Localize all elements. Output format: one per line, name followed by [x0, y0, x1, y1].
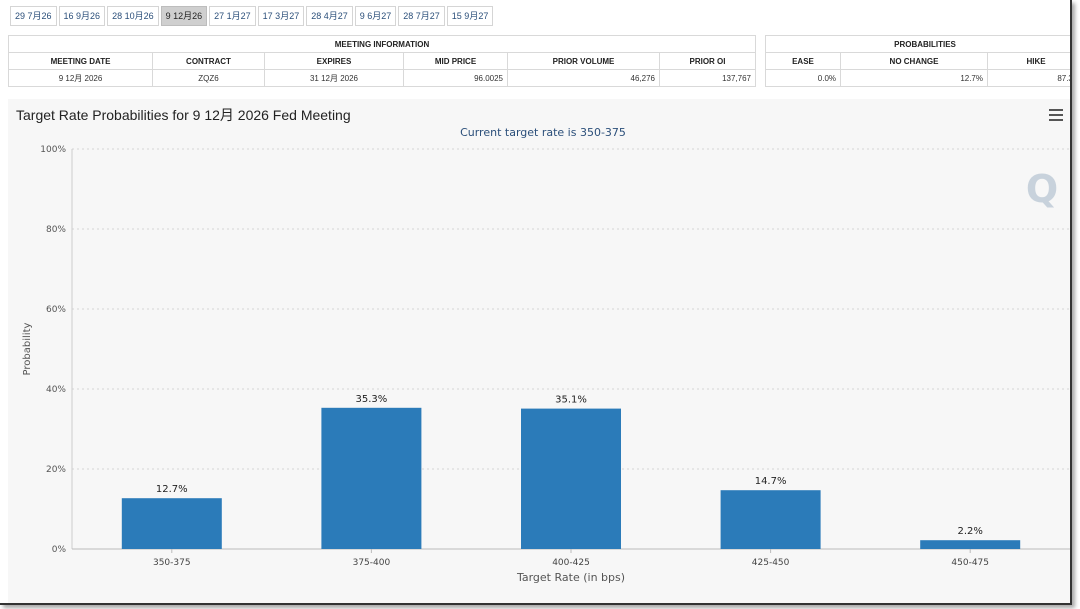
- data-label: 14.7%: [755, 476, 787, 487]
- chart-bar: [920, 540, 1021, 549]
- x-tick-label: 375-400: [353, 558, 391, 568]
- meeting-tab[interactable]: 27 1月27: [209, 6, 256, 26]
- probabilities-table: PROBABILITIES EASE NO CHANGE HIKE 0.0% 1…: [765, 35, 1070, 87]
- col-expires: EXPIRES: [264, 52, 404, 70]
- col-meeting-date: MEETING DATE: [8, 52, 153, 70]
- meeting-tab[interactable]: 9 12月26: [160, 6, 208, 26]
- meeting-tab[interactable]: 28 7月27: [398, 6, 445, 26]
- chart-bar: [121, 498, 222, 549]
- data-label: 2.2%: [957, 526, 982, 537]
- ease-value: 0.0%: [765, 69, 841, 87]
- hamburger-menu-icon[interactable]: [1049, 109, 1063, 121]
- prior-oi-value: 137,767: [659, 69, 756, 87]
- col-no-change: NO CHANGE: [840, 52, 988, 70]
- watermark-logo: Q: [1026, 167, 1058, 211]
- meeting-tab[interactable]: 15 9月27: [446, 6, 494, 26]
- data-label: 35.3%: [356, 394, 388, 405]
- chart-subtitle: Current target rate is 350-375: [460, 126, 626, 139]
- contract-value: ZQZ6: [152, 69, 265, 87]
- x-tick-label: 450-475: [951, 558, 989, 568]
- y-tick-label: 100%: [40, 145, 66, 155]
- x-tick-label: 400-425: [552, 558, 590, 568]
- col-hike: HIKE: [987, 52, 1070, 70]
- y-tick-label: 40%: [46, 385, 66, 395]
- chart-title: Target Rate Probabilities for 9 12月 2026…: [16, 107, 351, 123]
- col-mid-price: MID PRICE: [403, 52, 508, 70]
- col-contract: CONTRACT: [152, 52, 265, 70]
- meeting-tab[interactable]: 17 3月27: [257, 6, 305, 26]
- prior-volume-value: 46,276: [507, 69, 660, 87]
- meeting-tab[interactable]: 28 10月26: [107, 6, 159, 26]
- meeting-tab[interactable]: 28 4月27: [306, 6, 353, 26]
- bar-chart: Q 0% 20% 40% 60% 80% 100% 12.7% 350-375 35.3% 375…: [22, 145, 1070, 584]
- meeting-tab[interactable]: 9 6月27: [354, 6, 397, 26]
- y-tick-label: 60%: [46, 305, 66, 315]
- y-tick-label: 80%: [46, 225, 66, 235]
- y-axis-title: Probability: [22, 322, 33, 375]
- col-prior-oi: PRIOR OI: [659, 52, 756, 70]
- meeting-information-table: MEETING INFORMATION MEETING DATE CONTRAC…: [8, 35, 756, 87]
- meeting-tabs: 29 7月26 16 9月26 28 10月26 9 12月26 27 1月27 17 3…: [10, 6, 495, 26]
- hike-value: 87.3%: [987, 69, 1070, 87]
- meeting-tab[interactable]: 29 7月26: [10, 6, 57, 26]
- col-prior-volume: PRIOR VOLUME: [507, 52, 660, 70]
- meeting-tab[interactable]: 16 9月26: [58, 6, 106, 26]
- y-tick-label: 0%: [52, 545, 67, 555]
- x-axis-title: Target Rate (in bps): [516, 571, 625, 584]
- chart-bar: [321, 407, 422, 549]
- mid-price-value: 96.0025: [403, 69, 508, 87]
- no-change-value: 12.7%: [840, 69, 988, 87]
- chart-bar: [720, 490, 821, 549]
- probabilities-header: PROBABILITIES: [765, 35, 1070, 53]
- expires-value: 31 12月 2026: [264, 69, 404, 87]
- y-tick-label: 20%: [46, 465, 66, 475]
- chart-container: Target Rate Probabilities for 9 12月 2026…: [8, 99, 1070, 603]
- chart-bar: [521, 408, 621, 549]
- data-label: 35.1%: [555, 395, 587, 406]
- data-label: 12.7%: [156, 484, 188, 495]
- col-ease: EASE: [765, 52, 841, 70]
- x-tick-label: 425-450: [752, 558, 790, 568]
- meeting-info-header: MEETING INFORMATION: [8, 35, 756, 53]
- x-tick-label: 350-375: [153, 558, 191, 568]
- meeting-date-value: 9 12月 2026: [8, 69, 153, 87]
